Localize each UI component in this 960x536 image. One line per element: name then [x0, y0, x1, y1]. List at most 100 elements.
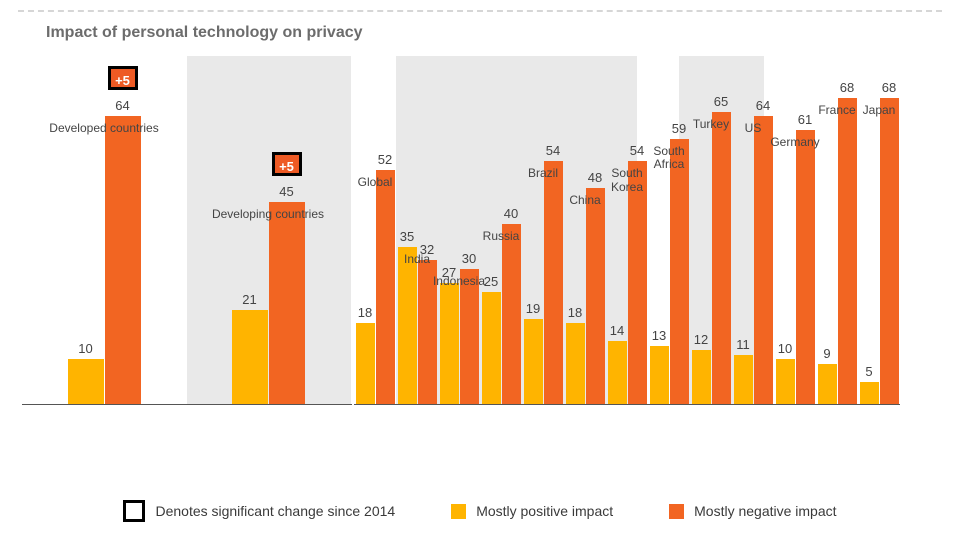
bar: 64 [105, 116, 141, 404]
bar-group: 2145+5Developing countries [231, 202, 305, 405]
bar-value-label: 68 [840, 80, 854, 95]
bar-pair: 1848 [566, 188, 605, 404]
category-label: SouthAfrica [640, 145, 699, 173]
category-label: Developed countries [27, 122, 181, 136]
category-label: Global [346, 176, 405, 190]
chart-title: Impact of personal technology on privacy [46, 24, 942, 42]
bar: 61 [796, 130, 815, 405]
positive-swatch-icon [451, 504, 466, 519]
sig-change-badge: +5 [272, 152, 302, 176]
bar: 65 [712, 112, 731, 405]
bar: 68 [838, 98, 857, 404]
bar-value-label: 12 [694, 332, 708, 347]
bar: 48 [586, 188, 605, 404]
bar-value-label: 13 [652, 328, 666, 343]
bar-value-label: 21 [242, 292, 256, 307]
page: Impact of personal technology on privacy… [0, 0, 960, 536]
bar-pair: 1061 [776, 130, 815, 405]
bar-pair: 2540 [482, 224, 521, 404]
category-label: Indonesia [430, 275, 489, 289]
category-label: India [388, 253, 447, 267]
category-label: Germany [766, 136, 825, 150]
bar-group: 1064+5Developed countries [67, 116, 141, 404]
category-label: China [556, 194, 615, 208]
bar: 21 [232, 310, 268, 405]
bar-value-label: 52 [378, 152, 392, 167]
bar-value-label: 25 [484, 274, 498, 289]
negative-swatch-icon [669, 504, 684, 519]
bar: 11 [734, 355, 753, 405]
axis-baseline [22, 404, 352, 405]
bar: 10 [68, 359, 104, 404]
bar-value-label: 45 [279, 184, 293, 199]
bar: 68 [880, 98, 899, 404]
chart-area: 1064+5Developed countries2145+5Developin… [22, 56, 942, 448]
bar: 27 [440, 283, 459, 405]
bar: 59 [670, 139, 689, 405]
category-label: Developing countries [191, 208, 345, 222]
bar: 54 [628, 161, 647, 404]
legend-sig-change-label: Denotes significant change since 2014 [155, 503, 395, 519]
category-label: US [724, 122, 783, 136]
bar-value-label: 11 [736, 337, 750, 352]
top-divider [18, 10, 942, 12]
bar-value-label: 18 [568, 305, 582, 320]
bar-value-label: 10 [78, 341, 92, 356]
bar-value-label: 5 [865, 364, 872, 379]
legend-negative: Mostly negative impact [669, 503, 836, 519]
bar: 19 [524, 319, 543, 405]
legend-negative-label: Mostly negative impact [694, 503, 836, 519]
bar-group: 1852Global [356, 170, 395, 404]
bar-group: 568Japan [860, 98, 899, 404]
bar-group: 1265Turkey [692, 112, 731, 405]
bar: 30 [460, 269, 479, 404]
bar: 45 [269, 202, 305, 405]
bar-value-label: 35 [400, 229, 414, 244]
bar-value-label: 19 [526, 301, 540, 316]
bar: 52 [376, 170, 395, 404]
bar-group: 1061Germany [776, 130, 815, 405]
bar-value-label: 64 [115, 98, 129, 113]
bar-pair: 3532 [398, 247, 437, 405]
category-label: Russia [472, 230, 531, 244]
bar-value-label: 68 [882, 80, 896, 95]
bar-value-label: 9 [823, 346, 830, 361]
bar-group: 1359SouthAfrica [650, 139, 689, 405]
bar-value-label: 65 [714, 94, 728, 109]
bar-value-label: 14 [610, 323, 624, 338]
bar-group: 2730Indonesia [440, 269, 479, 404]
bar-pair: 568 [860, 98, 899, 404]
legend: Denotes significant change since 2014 Mo… [0, 500, 960, 522]
bar: 18 [566, 323, 585, 404]
bar-group: 1848China [566, 188, 605, 404]
bar-pair: 968 [818, 98, 857, 404]
bar-pair: 1359 [650, 139, 689, 405]
bar: 14 [608, 341, 627, 404]
bar-value-label: 54 [546, 143, 560, 158]
sig-change-badge: +5 [108, 66, 138, 90]
bar: 25 [482, 292, 501, 405]
bar-group: 1164US [734, 116, 773, 404]
bar-group: 968France [818, 98, 857, 404]
bar-group: 3532India [398, 247, 437, 405]
bar-pair: 2730 [440, 269, 479, 404]
bar: 5 [860, 382, 879, 405]
bar: 18 [356, 323, 375, 404]
bar: 12 [692, 350, 711, 404]
bar: 13 [650, 346, 669, 405]
bar-group: 1454SouthKorea [608, 161, 647, 404]
bar: 9 [818, 364, 837, 405]
bar-value-label: 64 [756, 98, 770, 113]
legend-sig-change: Denotes significant change since 2014 [123, 500, 395, 522]
category-label: Brazil [514, 167, 573, 181]
axis-baseline [354, 404, 900, 405]
legend-positive: Mostly positive impact [451, 503, 613, 519]
legend-positive-label: Mostly positive impact [476, 503, 613, 519]
bar-group: 2540Russia [482, 224, 521, 404]
bar-pair: 1265 [692, 112, 731, 405]
bar: 64 [754, 116, 773, 404]
sig-change-icon [123, 500, 145, 522]
bar-value-label: 30 [462, 251, 476, 266]
bar-value-label: 18 [358, 305, 372, 320]
bar: 35 [398, 247, 417, 405]
